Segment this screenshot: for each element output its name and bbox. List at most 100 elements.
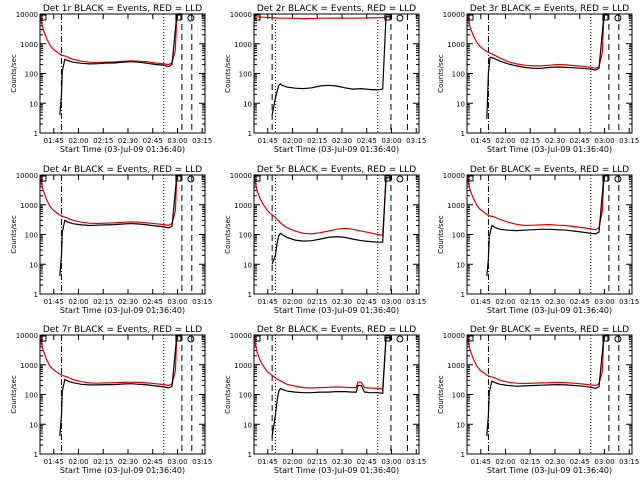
x-tick-label: 03:15 [406, 137, 426, 145]
y-axis-label: Counts/sec [224, 375, 232, 414]
x-tick-label: 02:30 [545, 137, 565, 145]
plot-frame [253, 13, 420, 134]
start-square-icon [40, 335, 47, 342]
x-tick-label: 02:45 [357, 458, 377, 466]
y-tick-label: 100 [25, 392, 38, 400]
panel-title: Det 9r BLACK = Events, RED = LLD [470, 325, 629, 335]
y-tick-label: 100 [25, 71, 38, 79]
x-tick-label: 02:45 [570, 137, 590, 145]
start-square-icon [254, 175, 261, 182]
chart-panel: Det 6r BLACK = Events, RED = LLD 1 10 100 10… [437, 165, 639, 315]
x-tick-label: 02:00 [282, 298, 302, 306]
end-square-icon [175, 335, 182, 342]
y-axis-label: Counts/sec [10, 215, 18, 254]
x-tick-label: 02:30 [118, 137, 138, 145]
chart-panel: Det 2r BLACK = Events, RED = LLD 1 10 100 10… [224, 4, 426, 154]
y-tick-label: 10 [29, 421, 38, 429]
x-tick-label: 02:30 [332, 137, 352, 145]
series-line-events [59, 174, 182, 277]
panel-title: Det 8r BLACK = Events, RED = LLD [257, 325, 416, 335]
y-tick-label: 100 [452, 71, 465, 79]
y-tick-label: 1000 [447, 41, 465, 49]
y-axis-label: Counts/sec [224, 54, 232, 93]
x-tick-label: 01:45 [471, 137, 491, 145]
end-square-icon [602, 335, 609, 342]
x-tick-label: 02:15 [93, 458, 113, 466]
end-circle-icon [396, 14, 404, 22]
y-axis-label: Counts/sec [10, 54, 18, 93]
x-tick-label: 01:45 [258, 298, 278, 306]
x-axis-label: Start Time (03-Jul-09 01:36:40) [60, 466, 185, 475]
x-tick-label: 02:15 [307, 298, 327, 306]
series-line-events [486, 174, 609, 277]
x-axis-label: Start Time (03-Jul-09 01:36:40) [487, 145, 612, 154]
y-tick-label: 1 [34, 130, 38, 138]
plot-frame [466, 334, 633, 455]
series-line-events [271, 337, 390, 437]
chart-panel: Det 8r BLACK = Events, RED = LLD 1 10 100 10… [224, 325, 426, 475]
end-square-icon [175, 14, 182, 21]
y-tick-label: 10000 [443, 332, 465, 340]
series-line-events [59, 334, 182, 437]
x-tick-label: 03:00 [381, 298, 401, 306]
y-tick-label: 1000 [20, 41, 38, 49]
start-square-icon [254, 335, 261, 342]
x-tick-label: 02:15 [520, 298, 540, 306]
series-line-lld [253, 337, 390, 390]
x-axis-label: Start Time (03-Jul-09 01:36:40) [274, 306, 399, 315]
y-tick-label: 1 [461, 451, 465, 459]
y-axis-label: Counts/sec [437, 54, 445, 93]
panel-title: Det 2r BLACK = Events, RED = LLD [257, 4, 416, 14]
series-line-events [486, 334, 609, 437]
y-tick-label: 1 [34, 291, 38, 299]
chart-panel: Det 9r BLACK = Events, RED = LLD 1 10 100 10… [437, 325, 639, 475]
end-square-icon [602, 175, 609, 182]
y-tick-label: 100 [239, 392, 252, 400]
x-tick-label: 02:15 [520, 137, 540, 145]
y-tick-label: 1000 [20, 202, 38, 210]
x-tick-label: 03:15 [192, 298, 212, 306]
series-line-events [271, 177, 390, 265]
x-tick-label: 03:15 [619, 298, 639, 306]
series-line-lld [253, 16, 390, 20]
x-tick-label: 02:45 [357, 298, 377, 306]
series-line-lld [253, 177, 390, 236]
x-tick-label: 02:00 [68, 298, 88, 306]
x-tick-label: 02:00 [495, 298, 515, 306]
x-tick-label: 03:15 [192, 458, 212, 466]
end-square-icon [175, 175, 182, 182]
x-tick-label: 02:45 [570, 298, 590, 306]
x-tick-label: 02:00 [282, 137, 302, 145]
y-tick-label: 100 [452, 232, 465, 240]
panel-title: Det 1r BLACK = Events, RED = LLD [43, 4, 202, 14]
series-line-lld [39, 174, 182, 226]
plot-frame [466, 174, 633, 295]
x-tick-label: 02:45 [143, 298, 163, 306]
plot-frame [39, 334, 206, 455]
y-tick-label: 100 [25, 232, 38, 240]
plot-frame [253, 174, 420, 295]
y-tick-label: 10 [243, 421, 252, 429]
y-tick-label: 10000 [230, 11, 252, 19]
x-tick-label: 02:15 [307, 137, 327, 145]
y-tick-label: 10000 [443, 11, 465, 19]
x-tick-label: 01:45 [471, 298, 491, 306]
series-line-lld [39, 334, 182, 387]
y-tick-label: 10 [29, 261, 38, 269]
y-tick-label: 1 [461, 291, 465, 299]
y-tick-label: 1000 [234, 41, 252, 49]
y-tick-label: 100 [239, 232, 252, 240]
plot-frame [39, 174, 206, 295]
x-tick-label: 02:15 [93, 298, 113, 306]
panel-title: Det 5r BLACK = Events, RED = LLD [257, 165, 416, 175]
y-tick-label: 1000 [234, 362, 252, 370]
start-square-icon [467, 14, 474, 21]
x-tick-label: 03:15 [406, 458, 426, 466]
y-tick-label: 1000 [20, 362, 38, 370]
x-tick-label: 01:45 [258, 137, 278, 145]
y-tick-label: 10 [456, 261, 465, 269]
end-square-icon [602, 14, 609, 21]
x-tick-label: 02:30 [545, 458, 565, 466]
x-axis-label: Start Time (03-Jul-09 01:36:40) [487, 306, 612, 315]
